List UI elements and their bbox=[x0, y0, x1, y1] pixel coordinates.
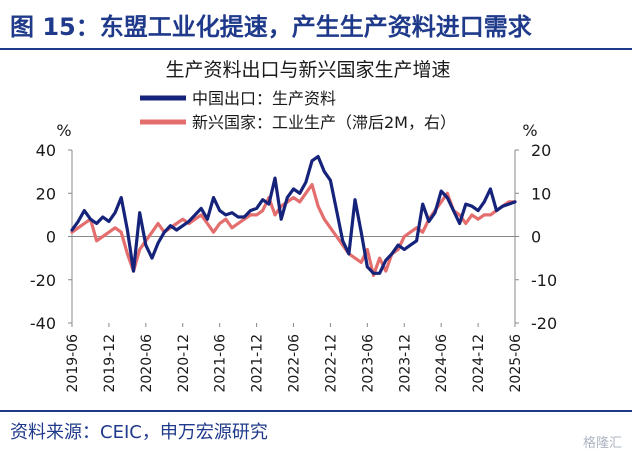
x-tick-label: 2023-12 bbox=[397, 334, 413, 393]
legend-label-emerging-ip: 新兴国家：工业生产（滞后2M，右） bbox=[192, 113, 456, 132]
series-line-china-export bbox=[70, 154, 517, 275]
x-tick-label: 2019-06 bbox=[65, 334, 81, 393]
y-left-unit: % bbox=[56, 121, 71, 140]
source-note: 资料来源：CEIC，申万宏源研究 bbox=[10, 422, 268, 443]
figure-title: 图 15：东盟工业化提速，产生生产资料进口需求 bbox=[10, 13, 532, 41]
watermark-logo: 格隆汇 bbox=[582, 436, 622, 451]
title-divider bbox=[0, 48, 632, 50]
x-tick-label: 2024-06 bbox=[434, 334, 450, 393]
x-tick-label: 2019-12 bbox=[102, 334, 118, 393]
y-left-tick-label: -20 bbox=[30, 271, 56, 290]
x-tick-label: 2025-06 bbox=[508, 334, 524, 393]
series-layer bbox=[70, 154, 517, 277]
y-right-tick-label: 20 bbox=[531, 141, 551, 160]
y-right-tick-label: -20 bbox=[531, 314, 557, 333]
axes: 40 20 0 -20 -40 20 10 0 -10 -20 2019-06 2019-12 2020… bbox=[30, 141, 557, 393]
legend: 中国出口：生产资料 新兴国家：工业生产（滞后2M，右） bbox=[140, 89, 456, 132]
x-tick-label: 2021-06 bbox=[213, 334, 229, 393]
x-tick-label: 2023-06 bbox=[360, 334, 376, 393]
x-tick-label: 2020-06 bbox=[139, 334, 155, 393]
y-right-tick-label: 0 bbox=[531, 228, 541, 247]
chart-title: 生产资料出口与新兴国家生产增速 bbox=[165, 59, 450, 81]
legend-label-china-export: 中国出口：生产资料 bbox=[192, 89, 336, 108]
x-tick-label: 2022-06 bbox=[287, 334, 303, 393]
y-left-tick-label: 0 bbox=[46, 228, 56, 247]
y-right-unit: % bbox=[522, 121, 537, 140]
x-tick-label: 2024-12 bbox=[471, 334, 487, 393]
y-left-tick-label: 40 bbox=[36, 141, 56, 160]
y-right-tick-label: -10 bbox=[531, 271, 557, 290]
x-tick-label: 2020-12 bbox=[176, 334, 192, 393]
source-divider bbox=[0, 410, 632, 412]
x-tick-label: 2021-12 bbox=[250, 334, 266, 393]
y-right-tick-label: 10 bbox=[531, 184, 551, 203]
y-left-tick-label: 20 bbox=[36, 184, 56, 203]
x-tick-label: 2022-12 bbox=[323, 334, 339, 393]
y-left-tick-label: -40 bbox=[30, 314, 56, 333]
